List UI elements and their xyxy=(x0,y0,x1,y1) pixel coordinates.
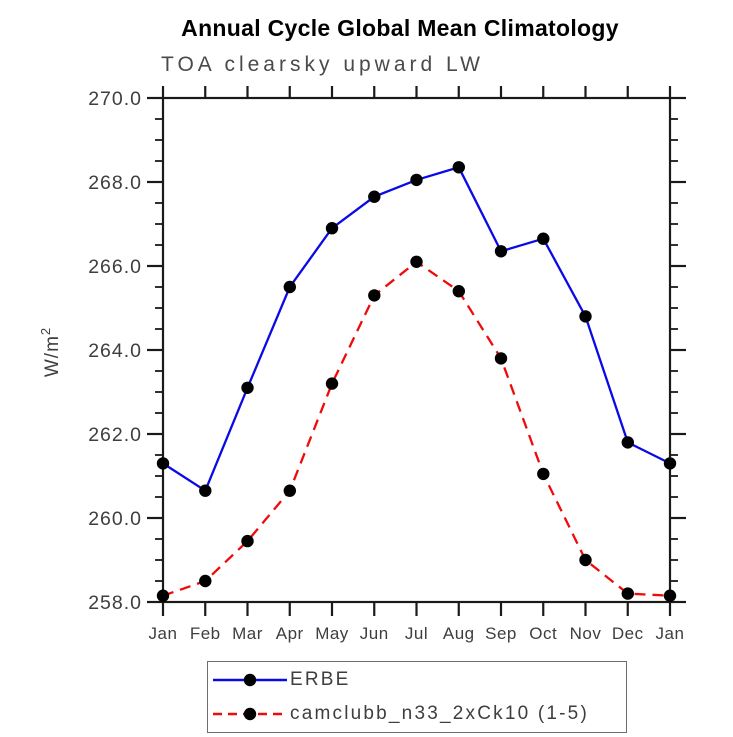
series-line-0 xyxy=(162,165,671,493)
x-tick-label: Jul xyxy=(405,624,428,643)
legend-item-erbe: ERBE xyxy=(211,664,626,696)
data-point-marker xyxy=(452,285,465,298)
x-tick-label: Aug xyxy=(443,624,475,643)
legend-label-camclubb: camclubb_n33_2xCk10 (1-5) xyxy=(290,702,589,724)
x-tick-label: Oct xyxy=(529,624,557,643)
series-markers-0 xyxy=(156,161,677,497)
data-point-marker xyxy=(579,310,592,323)
x-tick-label: Mar xyxy=(232,624,263,643)
y-axis-label: W/m2 xyxy=(38,327,63,377)
data-point-marker xyxy=(621,436,634,449)
y-minor-ticks xyxy=(155,118,678,582)
y-major-ticks xyxy=(147,96,686,604)
data-point-marker xyxy=(494,245,508,258)
y-tick-label: 270.0 xyxy=(88,88,142,110)
legend-solid-line-icon xyxy=(213,674,287,687)
data-point-marker xyxy=(537,232,550,245)
x-tick-label: Jan xyxy=(656,624,685,643)
data-point-marker xyxy=(663,589,677,602)
series-markers-1 xyxy=(156,255,677,602)
data-point-marker xyxy=(241,534,254,548)
legend-box: ERBE camclubb_n33_2xCk10 (1-5) xyxy=(207,661,627,733)
chart-subtitle: TOA clearsky upward LW xyxy=(161,53,484,76)
x-tick-label: Jun xyxy=(360,624,389,643)
data-point-marker xyxy=(494,352,508,365)
x-tick-label: Feb xyxy=(190,624,221,643)
legend-item-camclubb: camclubb_n33_2xCk10 (1-5) xyxy=(211,698,626,730)
x-ticks xyxy=(161,86,672,616)
chart-title: Annual Cycle Global Mean Climatology xyxy=(181,15,619,41)
data-point-marker xyxy=(579,553,592,567)
data-point-marker xyxy=(199,484,212,497)
data-point-marker xyxy=(156,589,170,602)
y-tick-label: 258.0 xyxy=(88,592,142,614)
y-tick-label: 268.0 xyxy=(88,172,142,194)
y-tick-label: 262.0 xyxy=(88,424,142,446)
plot-box xyxy=(161,96,672,604)
data-point-marker xyxy=(537,467,550,481)
x-tick-label: Nov xyxy=(570,624,602,643)
data-point-marker xyxy=(410,173,423,187)
data-point-marker xyxy=(156,457,170,470)
series-line-1 xyxy=(162,260,671,597)
data-point-marker xyxy=(325,377,339,390)
data-point-marker xyxy=(241,381,254,394)
data-point-marker xyxy=(410,255,423,268)
y-tick-label: 266.0 xyxy=(88,256,142,278)
y-tick-label: 260.0 xyxy=(88,508,142,530)
data-point-marker xyxy=(368,190,381,203)
data-point-marker xyxy=(325,222,339,235)
data-point-marker xyxy=(368,289,381,302)
data-point-marker xyxy=(621,587,634,600)
legend-label-erbe: ERBE xyxy=(290,669,351,691)
data-point-marker xyxy=(283,280,296,294)
x-tick-label: May xyxy=(315,624,349,643)
data-point-marker xyxy=(663,457,677,470)
x-tick-labels: Jan Feb Mar Apr May Jun Jul Aug Sep Oct Nov Dec Jan xyxy=(149,624,685,643)
data-point-marker xyxy=(283,484,296,497)
legend-dashed-line-icon xyxy=(213,707,287,720)
x-tick-label: Jan xyxy=(149,624,178,643)
x-tick-label: Sep xyxy=(485,624,517,643)
data-point-marker xyxy=(452,161,465,174)
y-tick-label: 264.0 xyxy=(88,340,142,362)
x-tick-label: Dec xyxy=(612,624,644,643)
data-point-marker xyxy=(199,574,212,588)
x-tick-label: Apr xyxy=(276,624,304,643)
y-tick-labels: 258.0 260.0 262.0 264.0 266.0 268.0 270.0 xyxy=(88,88,142,614)
